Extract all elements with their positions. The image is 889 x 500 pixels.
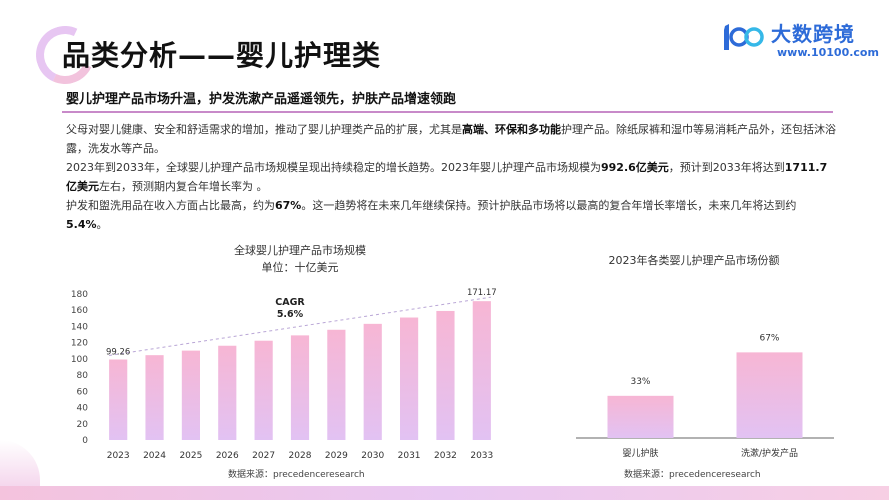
bar-洗漱/护发产品: [736, 352, 803, 438]
paragraph-1: 父母对婴儿健康、安全和舒适需求的增加，推动了婴儿护理类产品的扩展，尤其是高端、环…: [66, 120, 836, 158]
highlight-text: 67%: [275, 199, 302, 212]
text-run: 护发和盥洗用品在收入方面占比最高，约为: [66, 199, 275, 212]
logo-icon: [724, 24, 764, 50]
data-label-last: 171.17: [467, 288, 497, 298]
x-tick-label: 2026: [216, 451, 239, 461]
x-tick-label: 2024: [143, 451, 166, 461]
y-tick-label: 80: [77, 371, 89, 381]
chart1-title: 全球婴儿护理产品市场规模: [234, 244, 366, 257]
paragraph-2: 2023年到2033年，全球婴儿护理产品市场规模呈现出持续稳定的增长趋势。202…: [66, 158, 836, 196]
y-tick-label: 100: [71, 355, 88, 365]
text-run: 。: [96, 218, 108, 231]
page-title: 品类分析——婴儿护理类: [62, 39, 382, 72]
x-tick-label: 2029: [325, 451, 348, 461]
x-tick-label: 2031: [398, 451, 421, 461]
bar-2029: [327, 329, 346, 440]
logo-url: www.10100.com: [777, 46, 879, 59]
bar-2026: [218, 345, 237, 440]
x-tick-label: 2030: [361, 451, 384, 461]
logo-name: 大数跨境: [771, 22, 855, 46]
paragraph-3: 护发和盥洗用品在收入方面占比最高，约为67%。这一趋势将在未来几年继续保持。预计…: [66, 196, 836, 234]
text-run: ，预计到2033年将达到: [668, 161, 785, 174]
text-run: 2023年到2033年，全球婴儿护理产品市场规模呈现出持续稳定的增长趋势。202…: [66, 161, 601, 174]
market-size-bar-chart: 0 20 40 60 80 100 120 140 160 180 2023 2024 2025 2026…: [71, 288, 497, 461]
y-tick-label: 160: [71, 306, 88, 316]
data-label-first: 99.26: [106, 347, 130, 357]
x-tick-label: 2028: [289, 451, 312, 461]
y-tick-label: 120: [71, 339, 88, 349]
divider: [62, 111, 833, 113]
x-tick-label: 婴儿护肤: [622, 447, 658, 459]
x-tick-label: 2033: [470, 451, 493, 461]
bar-2023: [109, 359, 128, 440]
bar-2028: [290, 335, 310, 440]
bar-2027: [254, 340, 273, 440]
highlight-text: 5.4%: [66, 218, 97, 231]
y-tick-label: 180: [71, 290, 88, 300]
bar-2032: [436, 310, 455, 440]
y-tick-label: 0: [82, 436, 88, 446]
y-tick-label: 60: [77, 387, 89, 397]
y-tick-label: 140: [71, 322, 88, 332]
x-tick-label: 2027: [252, 451, 275, 461]
trend-line: [109, 296, 491, 356]
cagr-label: CAGR: [275, 297, 305, 308]
y-tick-label: 20: [77, 420, 89, 430]
text-run: 父母对婴儿健康、安全和舒适需求的增加，推动了婴儿护理类产品的扩展，尤其是: [66, 123, 462, 136]
bar-婴儿护肤: [607, 395, 674, 438]
bottom-bar: [0, 486, 889, 500]
text-run: 左右，预测期内复合年增长率为 。: [99, 180, 268, 193]
chart1-source: 数据来源：precedenceresearch: [228, 470, 365, 480]
chart1-title-block: 全球婴儿护理产品市场规模 单位：十亿美元: [180, 242, 420, 276]
body-text: 父母对婴儿健康、安全和舒适需求的增加，推动了婴儿护理类产品的扩展，尤其是高端、环…: [66, 120, 836, 234]
x-tick-label: 2032: [434, 451, 457, 461]
chart1-unit: 单位：十亿美元: [261, 261, 339, 274]
cagr-value: 5.6%: [277, 309, 304, 320]
bar-2024: [145, 355, 164, 440]
x-tick-label: 2023: [107, 451, 130, 461]
section-subtitle: 婴儿护理产品市场升温，护发洗漱产品遥遥领先，护肤产品增速领跑: [66, 92, 457, 107]
bar-2033: [472, 301, 491, 440]
text-run: 护理产品。除纸尿裤和湿巾等易消耗产品外，还包括沐浴露，洗发水等产品。: [66, 123, 836, 155]
bar-2031: [400, 317, 419, 440]
x-tick-label: 2025: [179, 451, 202, 461]
chart2-title: 2023年各类婴儿护理产品市场份额: [608, 254, 780, 267]
brand-logo: 大数跨境 www.10100.com: [719, 18, 879, 64]
text-run: 。这一趋势将在未来几年继续保持。预计护肤品市场将以最高的复合年增长率增长，未来几…: [301, 199, 797, 212]
highlight-text: 高端、环保和多功能: [462, 123, 561, 136]
bar-2025: [181, 350, 200, 440]
chart2-source: 数据来源：precedenceresearch: [624, 470, 761, 480]
y-tick-label: 40: [77, 404, 89, 414]
highlight-text: 992.6亿美元: [600, 161, 669, 174]
highlight-text: 1711.7亿美元: [66, 161, 828, 193]
bar-2030: [363, 323, 382, 440]
x-tick-label: 洗漱/护发产品: [741, 447, 798, 459]
data-label: 33%: [630, 377, 650, 387]
market-share-bar-chart: 33% 婴儿护肤 67% 洗漱/护发产品: [576, 333, 834, 459]
data-label: 67%: [759, 333, 779, 343]
